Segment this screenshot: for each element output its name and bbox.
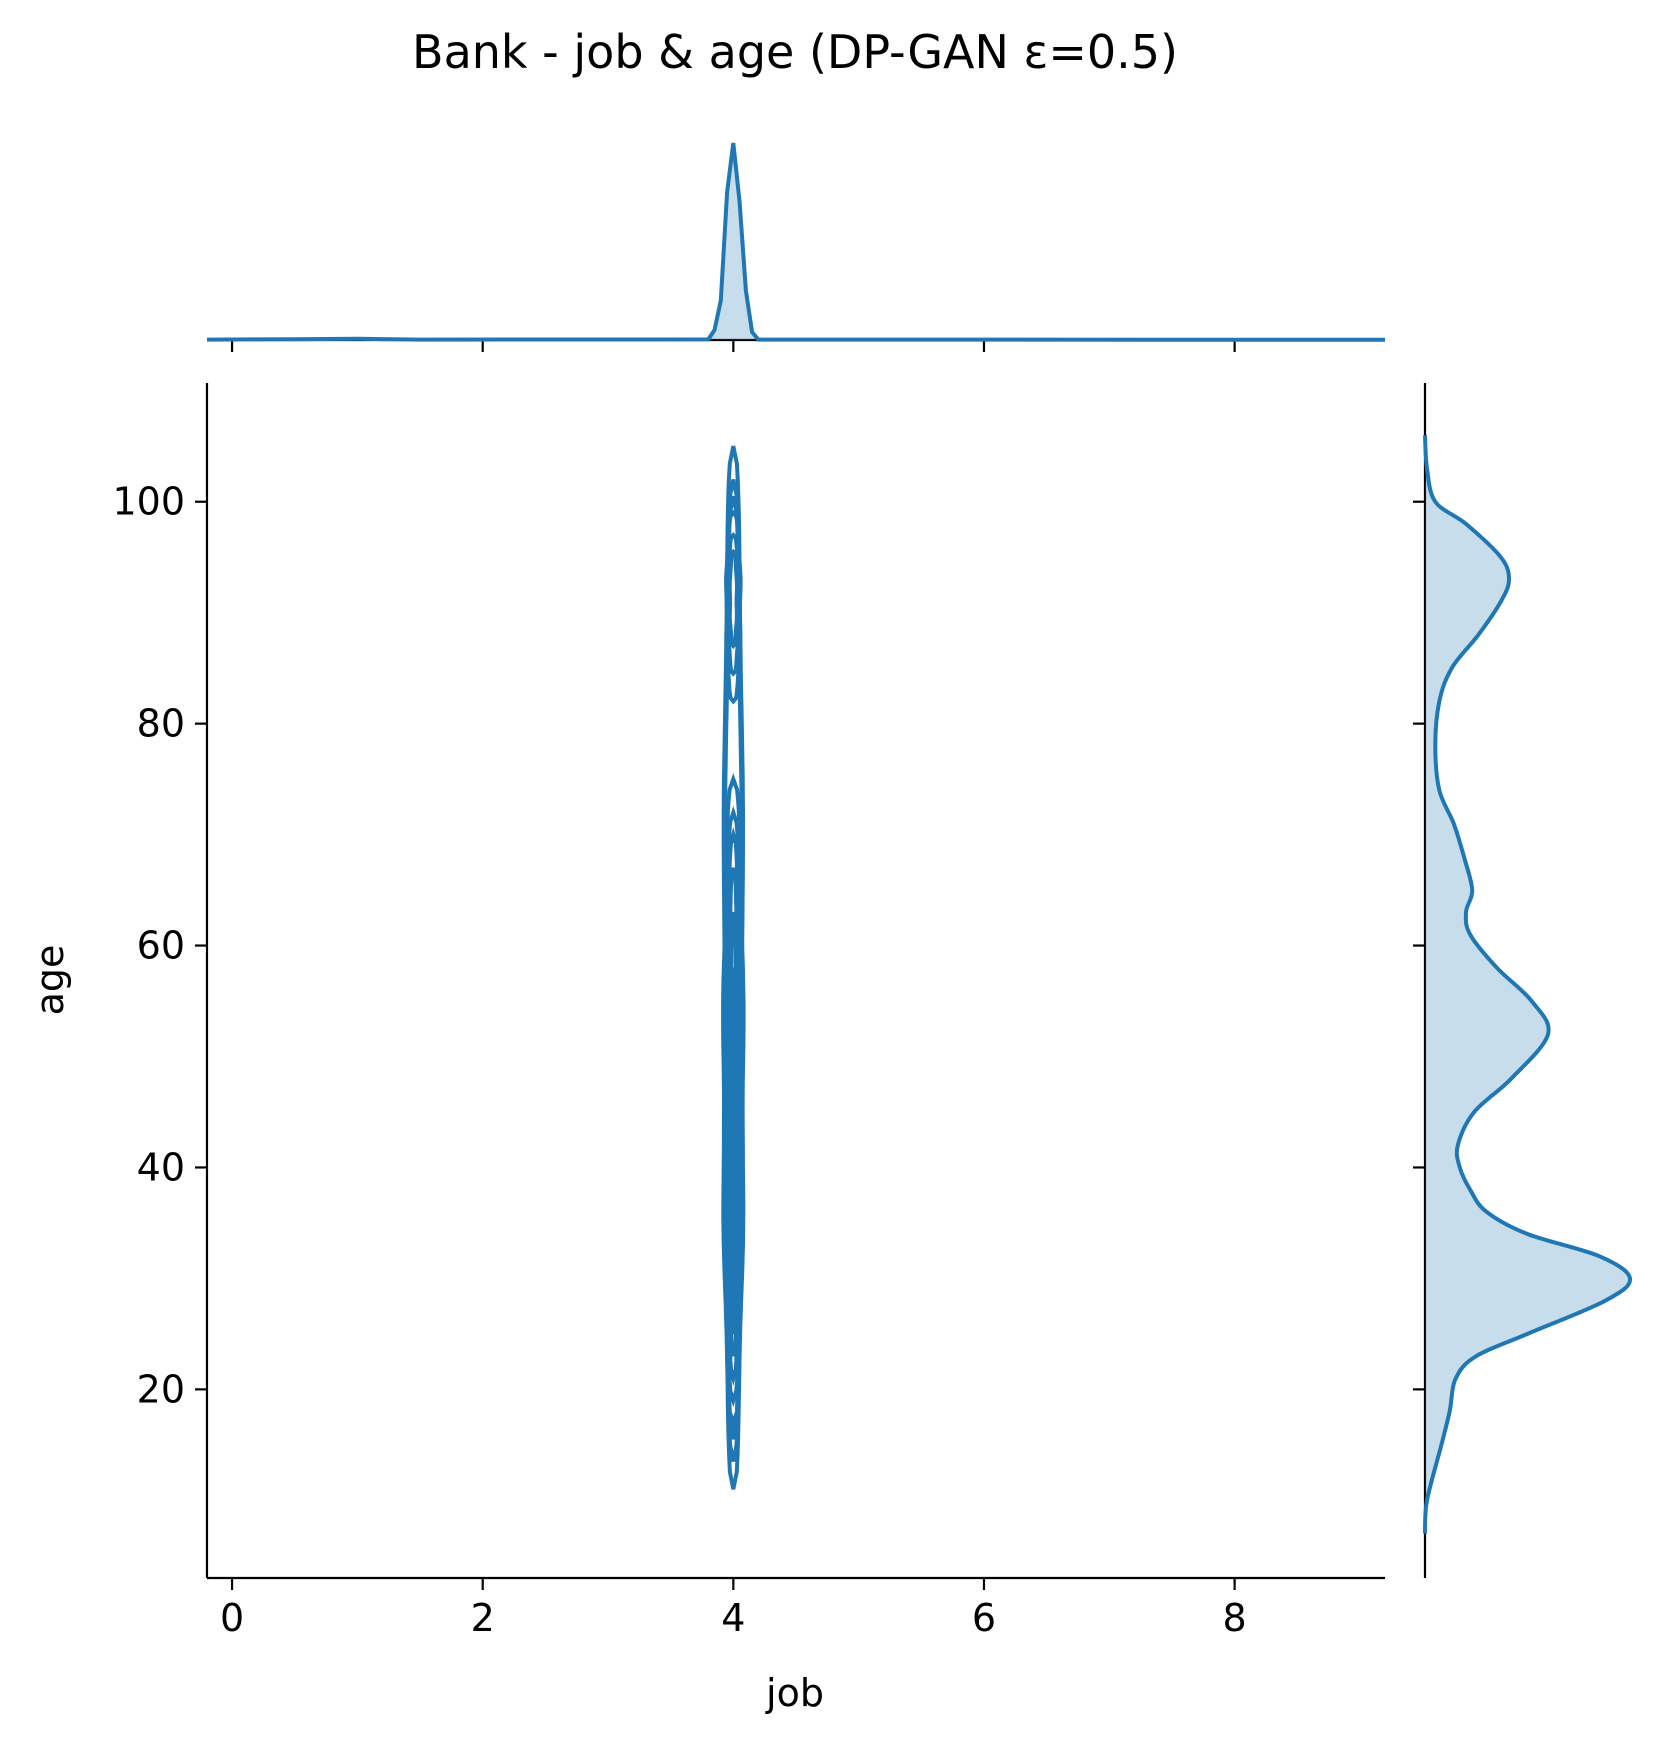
marginal-x-fill [207, 143, 1385, 340]
x-tick-label: 0 [220, 1596, 244, 1640]
marginal-x-curve [207, 143, 1385, 340]
kde-contour-lower-f [731, 968, 735, 1312]
y-tick-label: 60 [137, 924, 185, 968]
y-tick-label: 100 [112, 480, 185, 524]
marginal-x-kde [207, 143, 1385, 352]
x-tick-label: 8 [1223, 1596, 1247, 1640]
chart-title: Bank - job & age (DP-GAN ε=0.5) [412, 25, 1178, 79]
x-tick-label: 6 [972, 1596, 996, 1640]
x-axis-label: job [765, 1671, 824, 1715]
x-tick-label: 4 [721, 1596, 745, 1640]
kde-contour-upper-mode-c [730, 552, 737, 646]
marginal-y-kde [1413, 383, 1630, 1578]
x-tick-label: 2 [471, 1596, 495, 1640]
joint-kde-contours [723, 446, 744, 1489]
y-tick-label: 20 [137, 1367, 185, 1411]
y-tick-label: 40 [137, 1145, 185, 1189]
y-axis-label: age [28, 945, 72, 1016]
joint-axes: 0 2 4 6 8 20 40 60 80 100 [112, 383, 1385, 1640]
marginal-y-fill [1425, 435, 1630, 1534]
y-tick-label: 80 [137, 702, 185, 746]
